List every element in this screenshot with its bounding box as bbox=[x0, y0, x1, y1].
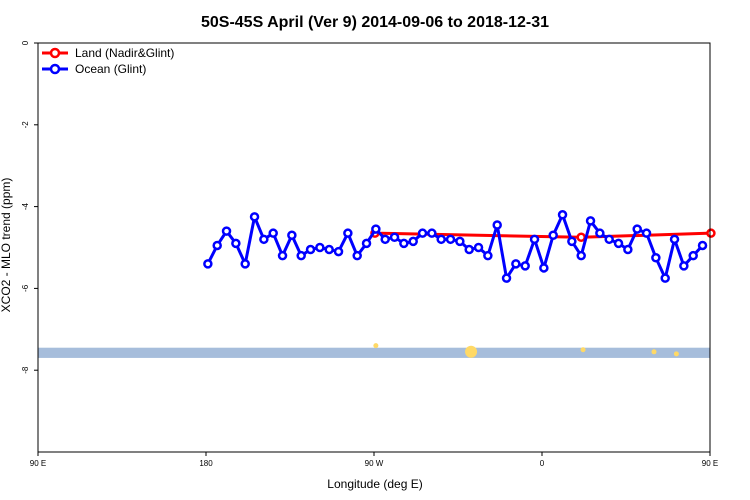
ocean-series-point bbox=[567, 236, 577, 247]
land-series-point bbox=[576, 232, 586, 243]
ocean-series-point bbox=[417, 228, 428, 238]
ocean-series-point bbox=[679, 261, 689, 271]
legend-label: Ocean (Glint) bbox=[75, 62, 146, 76]
ocean-series-point bbox=[212, 240, 222, 251]
x-axis: 90 E 180 90 W 0 90 E bbox=[30, 452, 718, 468]
ocean-series-point bbox=[483, 250, 493, 261]
ocean-series-point bbox=[436, 234, 446, 245]
ocean-series-point bbox=[473, 242, 484, 253]
ocean-series-point bbox=[660, 273, 670, 283]
ocean-series-point bbox=[464, 244, 474, 255]
ocean-series-point bbox=[548, 230, 558, 240]
ocean-series-point bbox=[539, 263, 549, 273]
ocean-series-point bbox=[408, 236, 418, 247]
ocean-series-point bbox=[296, 250, 306, 261]
ocean-series-point bbox=[324, 244, 334, 255]
ocean-series-point bbox=[287, 230, 297, 240]
ocean-series-point bbox=[585, 216, 596, 226]
chart-title: 50S-45S April (Ver 9) 2014-09-06 to 2018… bbox=[201, 14, 549, 31]
ocean-series-point bbox=[632, 224, 642, 234]
ocean-series-point bbox=[697, 240, 708, 251]
plot-layer bbox=[203, 210, 716, 283]
ocean-series-point bbox=[249, 212, 260, 222]
ocean-series-point bbox=[520, 261, 530, 271]
ocean-series-point bbox=[277, 250, 288, 261]
x-tick-label: 90 E bbox=[30, 459, 46, 468]
band-marker bbox=[373, 343, 379, 349]
ocean-series-point bbox=[361, 238, 372, 249]
ocean-series-point bbox=[259, 234, 269, 245]
y-tick-label: 0 bbox=[21, 40, 30, 45]
x-tick-label: 90 W bbox=[365, 459, 384, 468]
band-marker bbox=[673, 351, 679, 357]
band-marker bbox=[580, 347, 586, 353]
y-tick-label: -2 bbox=[21, 121, 30, 129]
ocean-series-point bbox=[641, 228, 652, 238]
ocean-series-point bbox=[203, 259, 213, 269]
ocean-series-point bbox=[688, 250, 698, 261]
ocean-series-point bbox=[492, 220, 502, 230]
ocean-series-point bbox=[529, 234, 540, 245]
ocean-series-point bbox=[511, 259, 521, 269]
legend-marker bbox=[49, 63, 61, 75]
x-tick-label: 90 E bbox=[702, 459, 718, 468]
ocean-series-point bbox=[669, 234, 680, 245]
ocean-series-point bbox=[613, 238, 624, 249]
legend-label: Land (Nadir&Glint) bbox=[75, 46, 174, 60]
x-axis-label: Longitude (deg E) bbox=[327, 477, 422, 491]
ocean-series-point bbox=[315, 242, 325, 253]
ocean-series-point bbox=[576, 250, 586, 261]
ocean-series-point bbox=[399, 238, 409, 249]
band-marker bbox=[651, 349, 657, 355]
ocean-series-point bbox=[604, 234, 614, 245]
x-tick-label: 180 bbox=[199, 459, 213, 468]
y-axis: 0 -2 -4 -6 -8 bbox=[21, 40, 38, 374]
band-marker bbox=[465, 345, 478, 358]
ocean-series-point bbox=[305, 244, 316, 255]
ocean-series-point bbox=[371, 224, 381, 234]
ocean-series-point bbox=[595, 228, 605, 238]
ocean-series-point bbox=[268, 228, 278, 238]
ocean-series-point bbox=[343, 228, 353, 238]
lower-band-layer bbox=[38, 343, 710, 358]
legend-marker bbox=[49, 47, 61, 59]
x-tick-label: 0 bbox=[540, 459, 545, 468]
ocean-series-point bbox=[389, 232, 400, 243]
legend: Land (Nadir&Glint) Ocean (Glint) bbox=[42, 46, 174, 76]
ocean-series-point bbox=[231, 238, 241, 249]
ocean-series-point bbox=[333, 246, 344, 257]
ocean-series-point bbox=[445, 234, 456, 245]
y-tick-label: -4 bbox=[21, 202, 30, 210]
lower-band bbox=[38, 347, 710, 358]
y-axis-label: XCO2 - MLO trend (ppm) bbox=[0, 178, 13, 313]
ocean-series-point bbox=[221, 226, 232, 236]
ocean-series-point bbox=[623, 244, 633, 255]
ocean-series-point bbox=[557, 210, 568, 220]
ocean-series-point bbox=[380, 234, 390, 245]
y-tick-label: -6 bbox=[21, 284, 30, 292]
ocean-series-point bbox=[651, 252, 661, 263]
land-series-point bbox=[706, 228, 716, 238]
ocean-series-point bbox=[427, 228, 437, 238]
ocean-series-point bbox=[240, 259, 250, 269]
ocean-series-point bbox=[352, 250, 362, 261]
y-tick-label: -8 bbox=[21, 366, 30, 374]
ocean-series-point bbox=[501, 273, 512, 283]
ocean-series-point bbox=[455, 236, 465, 247]
